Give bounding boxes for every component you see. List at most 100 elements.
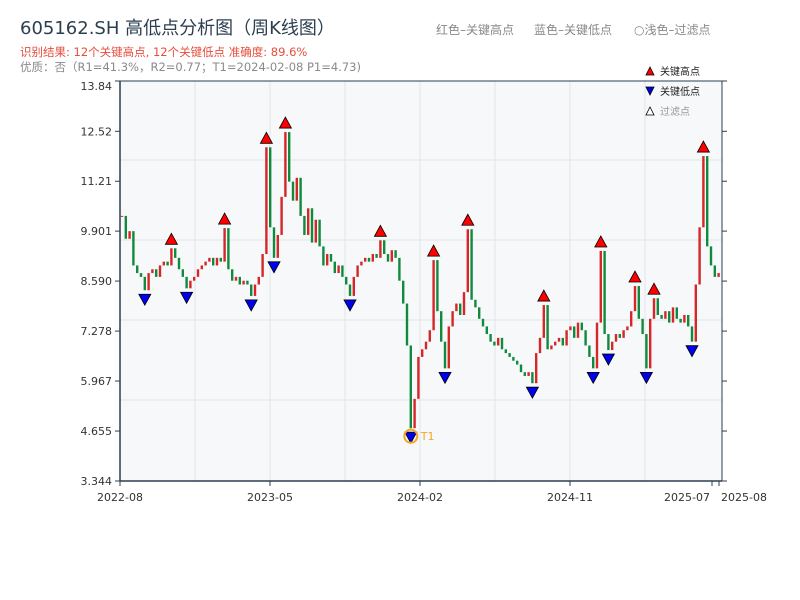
candle (341, 265, 344, 277)
y-tick-label: 11.21 (81, 175, 113, 188)
candle (390, 250, 393, 262)
candle (120, 215, 124, 217)
y-tick-label: 7.278 (81, 325, 113, 338)
candle (132, 231, 135, 266)
candle (345, 276, 348, 285)
candle (234, 276, 238, 281)
quality-summary: 优质：否（R1=41.3%，R2=0.77；T1=2024-02-08 P1=4… (20, 60, 361, 74)
candle (664, 311, 667, 319)
candle (622, 330, 625, 338)
candle (371, 254, 374, 262)
key-high-marker (537, 289, 551, 302)
x-tick-label: 2024-11 (547, 491, 593, 504)
candle (193, 276, 196, 281)
plot-area (120, 81, 722, 481)
key-high-marker (164, 232, 179, 245)
candle (177, 257, 181, 270)
candle (645, 334, 648, 369)
candle (143, 276, 146, 291)
candle (413, 398, 416, 429)
candle (162, 261, 165, 266)
x-tick-label: 2024-02 (397, 491, 443, 504)
key-high-marker (461, 213, 475, 226)
candle (417, 356, 420, 399)
candle (459, 303, 462, 315)
result-summary: 识别结果: 12个关键高点, 12个关键低点 准确度: 89.6% (20, 45, 308, 59)
candle (569, 326, 572, 331)
candle (550, 345, 553, 350)
candle (466, 229, 469, 293)
x-tick-label: 2025-07 (664, 491, 710, 504)
candle (409, 345, 412, 429)
candle (284, 132, 287, 197)
candle (139, 273, 143, 277)
candle (436, 260, 439, 312)
candle (238, 276, 241, 285)
candle (383, 240, 386, 255)
candle (630, 311, 633, 327)
candle (497, 337, 500, 346)
candle (652, 298, 656, 319)
key-low-marker (586, 371, 600, 385)
candle (364, 257, 367, 262)
candle (204, 261, 207, 266)
candle (421, 349, 424, 357)
x-tick-label: 2022-08 (97, 491, 143, 504)
candle (588, 345, 591, 357)
legend-marker-icon (645, 66, 655, 76)
key-low-marker (525, 386, 540, 400)
candle (614, 334, 618, 342)
candle (481, 318, 485, 327)
candle (679, 318, 682, 323)
key-low-marker (267, 261, 281, 274)
candle (687, 314, 690, 327)
candle (709, 246, 713, 266)
key-low-marker (138, 293, 152, 307)
y-tick-label: 13.84 (81, 80, 113, 93)
candle (599, 250, 602, 323)
candle (440, 311, 443, 342)
candle (261, 254, 264, 277)
candle (538, 337, 542, 354)
candle (265, 147, 268, 255)
key-low-marker (179, 291, 194, 305)
candle (288, 132, 291, 182)
candle (253, 284, 257, 296)
candle (641, 318, 644, 335)
candle (215, 257, 219, 266)
candle (196, 269, 200, 277)
candle (170, 248, 173, 266)
candle (367, 257, 371, 262)
y-tick-label: 5.967 (81, 375, 113, 388)
key-high-marker (373, 224, 388, 237)
candle (668, 311, 671, 323)
candle (557, 337, 561, 342)
key-low-marker (438, 371, 452, 385)
x-tick-label: 2025-08 (721, 491, 767, 504)
candle (356, 265, 359, 277)
legend-marker-icon (645, 106, 655, 116)
candle (155, 269, 158, 277)
legend-red-note: 红色–关键高点 (436, 23, 515, 37)
candle (690, 326, 694, 342)
candle (352, 276, 355, 296)
key-low-marker (601, 353, 616, 366)
candle (706, 156, 709, 247)
candle (478, 307, 481, 319)
legend-marker-icon (645, 86, 655, 96)
candle (398, 257, 401, 281)
candle (189, 280, 192, 289)
legend-label: 关键高点 (660, 65, 700, 78)
key-low-marker (639, 371, 654, 385)
candle (519, 364, 523, 373)
candle (527, 372, 530, 376)
candle (257, 276, 260, 285)
candle (322, 246, 325, 266)
key-high-marker (628, 270, 642, 283)
candle (227, 228, 230, 270)
candle (660, 314, 663, 319)
candle (291, 181, 295, 201)
y-tick-label: 12.52 (81, 125, 113, 138)
candle (474, 299, 477, 308)
candle (310, 208, 314, 243)
